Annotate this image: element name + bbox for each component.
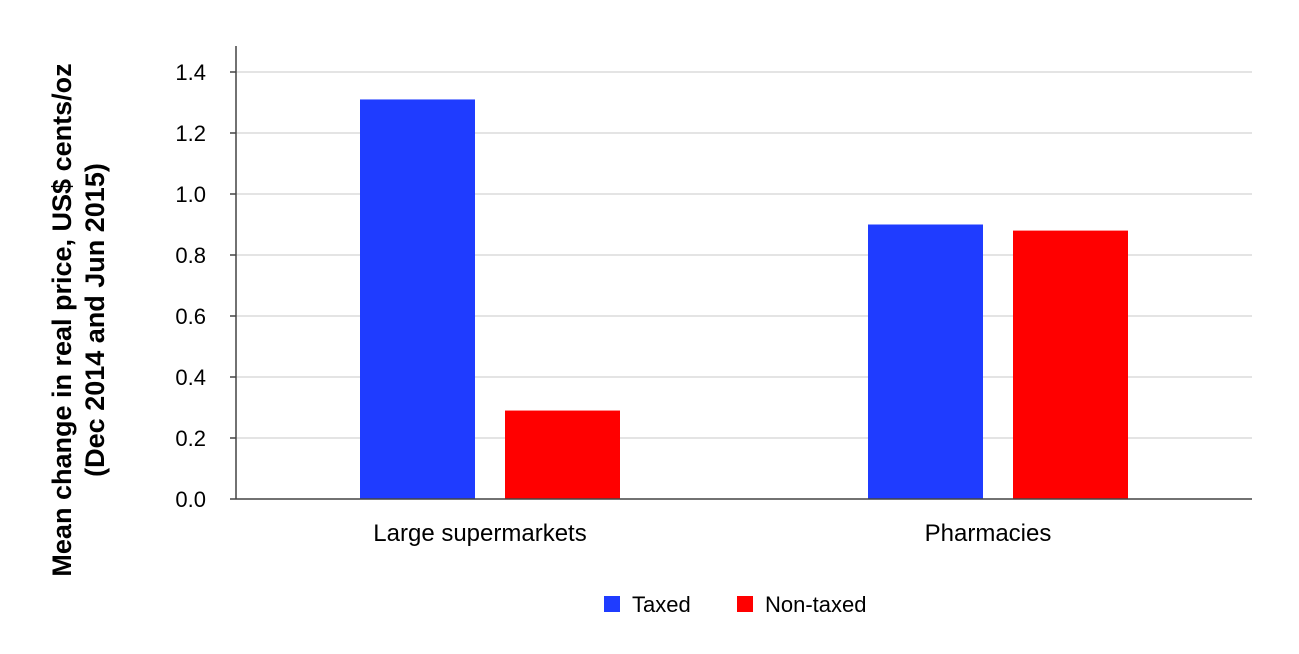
- legend-label: Taxed: [632, 592, 691, 617]
- y-axis-ticks: 0.0 0.2 0.4 0.6 0.8 1.0 1.2 1.4: [175, 60, 236, 512]
- y-tick-label: 0.4: [175, 365, 206, 390]
- y-axis-title: Mean change in real price, US$ cents/oz …: [47, 63, 110, 576]
- legend-swatch: [737, 596, 753, 612]
- y-tick-label: 0.6: [175, 304, 206, 329]
- bars: [360, 99, 1128, 499]
- bar-taxed-large-supermarkets: [360, 99, 475, 499]
- y-tick-label: 1.2: [175, 121, 206, 146]
- y-tick-label: 1.0: [175, 182, 206, 207]
- legend-label: Non-taxed: [765, 592, 867, 617]
- bar-non-taxed-large-supermarkets: [505, 410, 620, 499]
- y-tick-label: 1.4: [175, 60, 206, 85]
- legend-swatch: [604, 596, 620, 612]
- y-tick-label: 0.8: [175, 243, 206, 268]
- axes: [235, 46, 1252, 500]
- y-tick-label: 0.2: [175, 426, 206, 451]
- y-axis-title-line-2: (Dec 2014 and Jun 2015): [80, 163, 110, 477]
- x-category-label: Large supermarkets: [373, 520, 586, 547]
- y-tick-label: 0.0: [175, 487, 206, 512]
- x-category-label: Pharmacies: [925, 520, 1052, 547]
- category-labels: Large supermarkets Pharmacies: [373, 520, 1051, 547]
- legend: Taxed Non-taxed: [604, 592, 867, 617]
- bar-non-taxed-pharmacies: [1013, 230, 1128, 499]
- y-axis-title-line-1: Mean change in real price, US$ cents/oz: [47, 63, 77, 576]
- bar-taxed-pharmacies: [868, 224, 983, 499]
